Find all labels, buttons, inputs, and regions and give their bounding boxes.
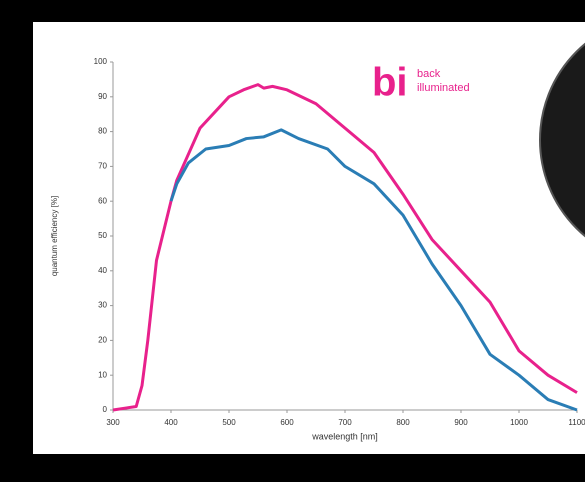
- y-tick-label: 60: [98, 196, 107, 205]
- y-tick-label: 0: [103, 405, 108, 414]
- x-tick-label: 1100: [568, 418, 585, 427]
- y-tick-label: 80: [98, 127, 107, 136]
- x-tick-label: 500: [222, 418, 236, 427]
- logo-mark: bi: [372, 61, 408, 105]
- logo-text: back: [417, 68, 441, 80]
- y-tick-label: 40: [98, 266, 107, 275]
- y-tick-label: 10: [98, 370, 107, 379]
- y-tick-label: 30: [98, 301, 107, 310]
- sensor-disc: [539, 42, 585, 238]
- y-tick-label: 20: [98, 336, 107, 345]
- x-tick-label: 300: [106, 418, 120, 427]
- x-axis-label: wavelength [nm]: [311, 431, 378, 441]
- x-tick-label: 1000: [510, 418, 528, 427]
- logo-text: illuminated: [417, 82, 470, 94]
- y-tick-label: 70: [98, 162, 107, 171]
- x-tick-label: 400: [164, 418, 178, 427]
- x-tick-label: 700: [338, 418, 352, 427]
- series-line: [169, 128, 578, 412]
- y-tick-label: 90: [98, 92, 107, 101]
- x-tick-label: 600: [280, 418, 294, 427]
- x-tick-label: 800: [396, 418, 410, 427]
- y-tick-label: 100: [94, 57, 108, 66]
- series-line: [112, 83, 578, 412]
- panel: [33, 22, 585, 454]
- x-tick-label: 900: [454, 418, 468, 427]
- y-axis-label: quantum efficiency [%]: [50, 196, 59, 276]
- y-tick-label: 50: [98, 231, 107, 240]
